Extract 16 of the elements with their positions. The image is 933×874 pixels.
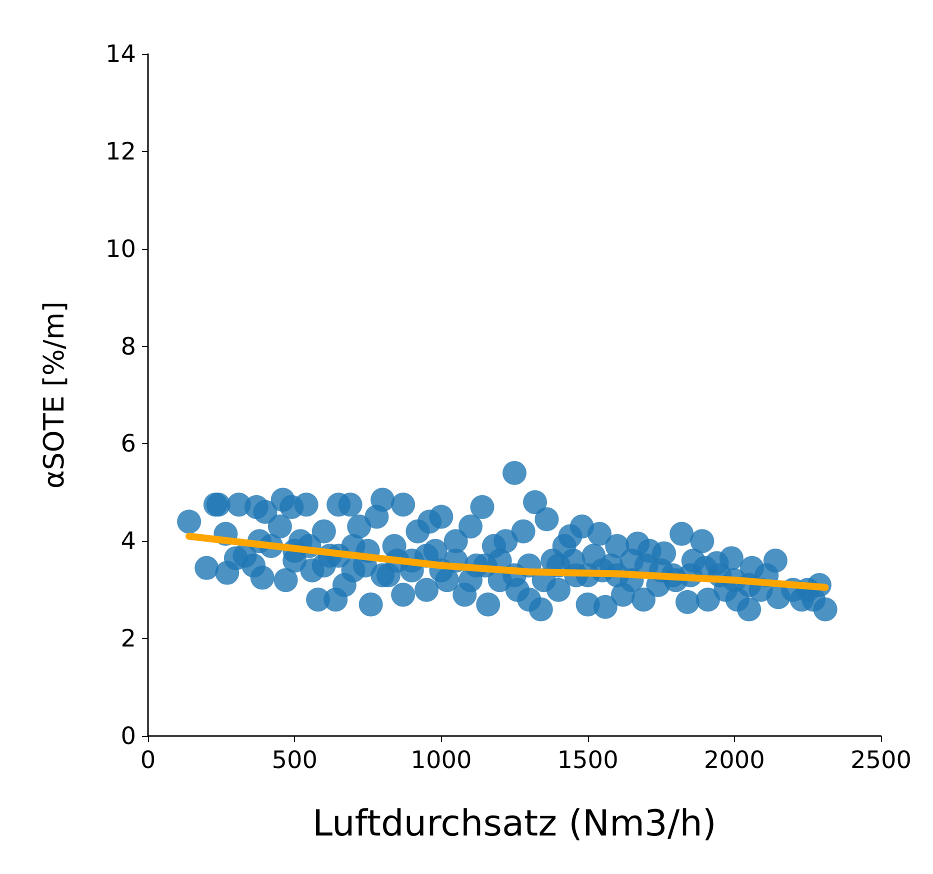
y-axis-title: αSOTE [%/m] <box>38 301 70 489</box>
x-tick-label: 1000 <box>410 746 472 774</box>
y-tick-label: 12 <box>105 137 136 166</box>
x-tick-label: 2000 <box>704 746 765 774</box>
x-tick-label: 2500 <box>850 746 912 774</box>
y-tick-label: 2 <box>120 624 136 653</box>
y-tick-label: 0 <box>120 722 136 750</box>
x-tick-label: 500 <box>272 746 318 774</box>
y-tick-label: 8 <box>120 332 136 360</box>
y-tick-label: 10 <box>105 234 136 263</box>
x-tick-label: 1500 <box>557 746 618 774</box>
y-tick-label: 4 <box>120 527 136 556</box>
y-tick-label: 6 <box>120 430 136 458</box>
x-axis-title: Luftdurchsatz (Nm3/h) <box>312 804 716 844</box>
y-tick-label: 14 <box>105 40 136 68</box>
x-tick-label: 0 <box>140 746 156 774</box>
